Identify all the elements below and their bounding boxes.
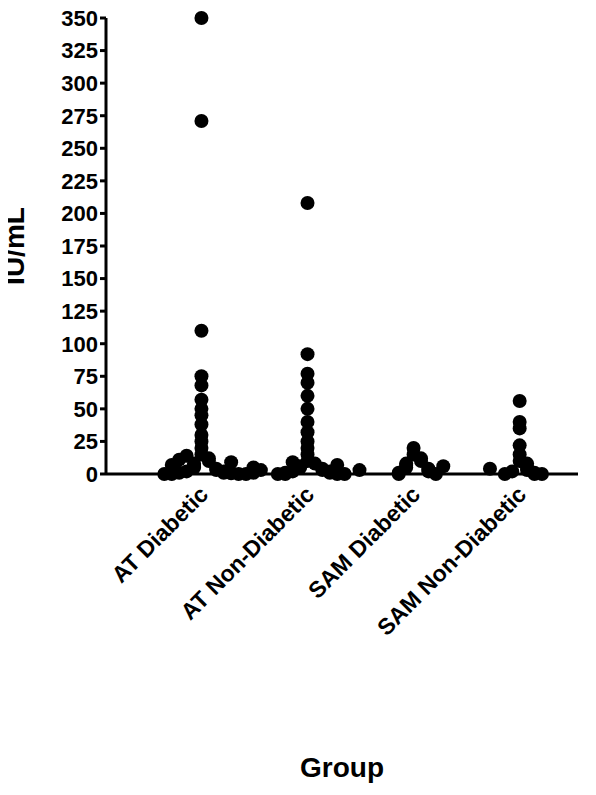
svg-text:250: 250 <box>61 136 98 161</box>
svg-text:300: 300 <box>61 71 98 96</box>
svg-text:225: 225 <box>61 169 98 194</box>
svg-text:25: 25 <box>74 429 98 454</box>
svg-text:150: 150 <box>61 266 98 291</box>
svg-text:0: 0 <box>86 462 98 487</box>
svg-text:350: 350 <box>61 8 98 31</box>
svg-text:325: 325 <box>61 38 98 63</box>
svg-text:IU/mL: IU/mL <box>8 207 30 285</box>
svg-text:125: 125 <box>61 299 98 324</box>
svg-text:200: 200 <box>61 201 98 226</box>
svg-text:100: 100 <box>61 332 98 357</box>
svg-text:Group: Group <box>300 752 384 783</box>
svg-text:SAM Non-Diabetic: SAM Non-Diabetic <box>372 481 531 640</box>
svg-text:AT Diabetic: AT Diabetic <box>106 481 213 588</box>
svg-text:SAM Diabetic: SAM Diabetic <box>303 481 425 603</box>
svg-text:275: 275 <box>61 104 98 129</box>
svg-text:AT Non-Diabetic: AT Non-Diabetic <box>175 481 319 625</box>
svg-text:75: 75 <box>74 364 98 389</box>
svg-text:50: 50 <box>74 397 98 422</box>
svg-text:175: 175 <box>61 234 98 259</box>
